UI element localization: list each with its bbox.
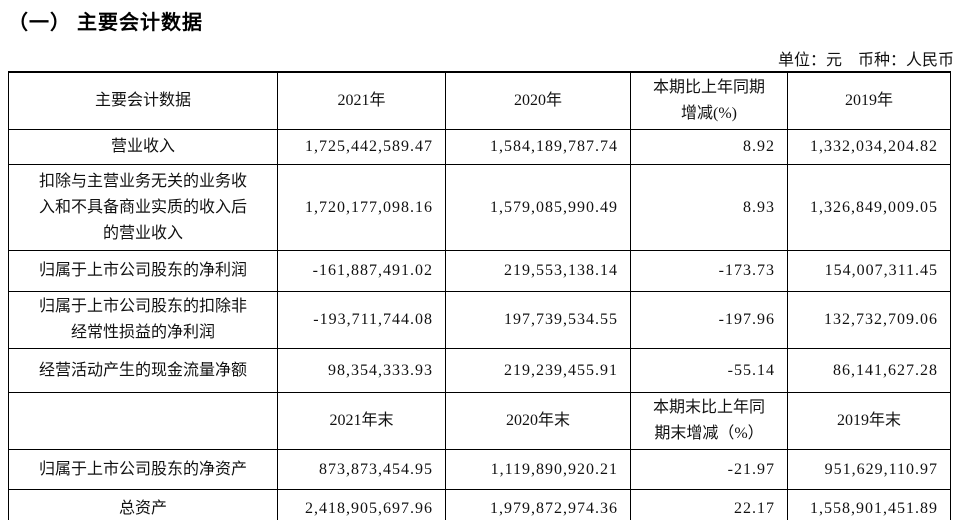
column-header-text: 主要会计数据	[94, 92, 191, 109]
row-label: 经营活动产生的现金流量净额	[8, 348, 278, 393]
cell-2020: 219,239,455.91	[445, 348, 631, 393]
column-header-change: 本期比上年同期 增减(%)	[630, 71, 788, 130]
cell-2020: 1,979,872,974.36	[445, 489, 631, 520]
cell-2020: 197,739,534.55	[445, 291, 631, 349]
column-header-text: 增减(%)	[681, 105, 737, 122]
column-header-2021: 2021年	[277, 71, 446, 130]
cell-2021: 1,720,177,098.16	[277, 164, 446, 251]
cell-change: 22.17	[630, 489, 788, 520]
table-row-revenue: 营业收入 1,725,442,589.47 1,584,189,787.74 8…	[8, 129, 951, 165]
row-label: 归属于上市公司股东的扣除非经常性损益的净利润	[8, 291, 278, 349]
cell-2021: 2,418,905,697.96	[277, 489, 446, 520]
cell-2019: 132,732,709.06	[787, 291, 951, 349]
cell-2020: 219,553,138.14	[445, 250, 631, 292]
row-label: 扣除与主营业务无关的业务收入和不具备商业实质的收入后的营业收入	[8, 164, 278, 251]
cell-2021: -161,887,491.02	[277, 250, 446, 292]
row-label: 归属于上市公司股东的净利润	[8, 250, 278, 292]
cell-2019: 154,007,311.45	[787, 250, 951, 292]
cell-2020: 1,579,085,990.49	[445, 164, 631, 251]
row-label	[8, 392, 278, 450]
cell-2019: 1,332,034,204.82	[787, 129, 951, 165]
subheader-2019-end: 2019年末	[787, 392, 951, 450]
column-header-label: 主要会计数据	[8, 71, 278, 130]
table-row-revenue-excl-nonbusiness: 扣除与主营业务无关的业务收入和不具备商业实质的收入后的营业收入 1,720,17…	[8, 164, 951, 251]
row-label: 总资产	[8, 489, 278, 520]
column-header-2019: 2019年	[787, 71, 951, 130]
cell-2021: 1,725,442,589.47	[277, 129, 446, 165]
subheader-2020-end: 2020年末	[445, 392, 631, 450]
column-header-text: 2019年	[844, 92, 893, 109]
cell-2020: 1,119,890,920.21	[445, 449, 631, 490]
table-subheader-row-period-end: 2021年末 2020年末 本期末比上年同 期末增减（%） 2019年末	[8, 392, 951, 450]
cell-change: -21.97	[630, 449, 788, 490]
accounting-data-table: 主要会计数据 2021年 2020年 本期比上年同期 增减(%) 2019年 营业…	[8, 71, 951, 520]
column-header-2020: 2020年	[445, 71, 631, 130]
cell-2019: 1,326,849,009.05	[787, 164, 951, 251]
cell-change: 8.92	[630, 129, 788, 165]
table-row-operating-cash-flow: 经营活动产生的现金流量净额 98,354,333.93 219,239,455.…	[8, 348, 951, 393]
cell-2020: 1,584,189,787.74	[445, 129, 631, 165]
column-header-text: 2020年	[513, 92, 562, 109]
row-label: 营业收入	[8, 129, 278, 165]
cell-change: 8.93	[630, 164, 788, 251]
cell-2021: 98,354,333.93	[277, 348, 446, 393]
subheader-2021-end: 2021年末	[277, 392, 446, 450]
cell-2019: 86,141,627.28	[787, 348, 951, 393]
table-row-net-profit: 归属于上市公司股东的净利润 -161,887,491.02 219,553,13…	[8, 250, 951, 292]
cell-change: -173.73	[630, 250, 788, 292]
section-title: （一） 主要会计数据	[8, 12, 203, 34]
cell-2019: 951,629,110.97	[787, 449, 951, 490]
cell-2021: -193,711,744.08	[277, 291, 446, 349]
table-row-net-profit-excl-nonrecurring: 归属于上市公司股东的扣除非经常性损益的净利润 -193,711,744.08 1…	[8, 291, 951, 349]
table-row-net-assets: 归属于上市公司股东的净资产 873,873,454.95 1,119,890,9…	[8, 449, 951, 490]
column-header-text: 本期比上年同期	[652, 79, 765, 96]
subheader-change-end: 本期末比上年同 期末增减（%）	[630, 392, 788, 450]
table-row-total-assets: 总资产 2,418,905,697.96 1,979,872,974.36 22…	[8, 489, 951, 520]
cell-2019: 1,558,901,451.89	[787, 489, 951, 520]
unit-note: 单位：元 币种：人民币	[777, 52, 954, 69]
cell-2021: 873,873,454.95	[277, 449, 446, 490]
table-header-row: 主要会计数据 2021年 2020年 本期比上年同期 增减(%) 2019年	[8, 71, 951, 130]
column-header-text: 2021年	[337, 92, 386, 109]
cell-change: -197.96	[630, 291, 788, 349]
row-label: 归属于上市公司股东的净资产	[8, 449, 278, 490]
cell-change: -55.14	[630, 348, 788, 393]
